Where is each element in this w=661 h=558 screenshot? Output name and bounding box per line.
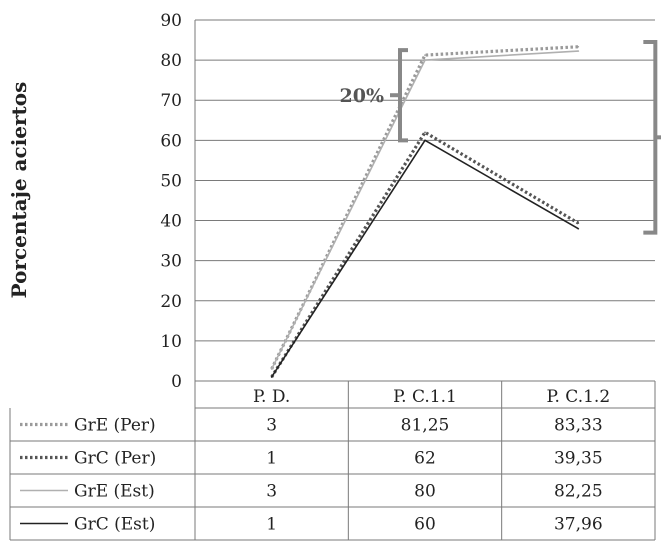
y-tick-20: 20 (160, 292, 182, 312)
data-point-2-2 (577, 50, 580, 52)
y-tick-10: 10 (160, 332, 182, 352)
data-label-1-1: 62 (414, 449, 436, 469)
data-label-1-0: 1 (266, 449, 277, 469)
y-tick-labels: 0 10 20 30 40 50 60 70 80 90 (160, 11, 182, 392)
data-label-2-1: 80 (414, 482, 436, 502)
y-axis-label: Porcentaje aciertos (7, 82, 31, 299)
x-tick-2: P. C.1.2 (547, 387, 611, 407)
data-label-3-0: 1 (266, 515, 277, 535)
legend-entry-3: GrC (Est) (74, 515, 155, 535)
series-line-2 (270, 50, 579, 370)
y-tick-30: 30 (160, 252, 182, 272)
data-point-1-2 (577, 222, 580, 224)
y-tick-50: 50 (160, 171, 182, 191)
y-tick-80: 80 (160, 51, 182, 71)
data-point-3-0 (270, 376, 273, 378)
annotation-bracket-1 (643, 40, 658, 235)
legend-entry-1: GrC (Per) (74, 449, 156, 469)
grid-lines (194, 19, 655, 382)
data-point-2-1 (424, 59, 426, 61)
data-label-0-2: 83,33 (554, 416, 603, 436)
annotations: 20%44% (340, 40, 661, 235)
annotation-label-0: 20% (340, 85, 385, 107)
data-table: P. D. P. C.1.1 P. C.1.2 GrE (Per) 3 81,25 83,3… (9, 380, 656, 541)
y-tick-90: 90 (160, 11, 182, 31)
y-tick-40: 40 (160, 212, 182, 232)
data-point-3-2 (577, 227, 580, 230)
data-label-3-1: 60 (414, 515, 436, 535)
series-lines (270, 45, 580, 378)
y-tick-0: 0 (171, 372, 182, 392)
data-point-3-1 (424, 139, 426, 142)
series-line-3 (270, 139, 579, 378)
legend-entry-0: GrE (Per) (74, 416, 156, 436)
data-point-1-1 (424, 131, 426, 134)
data-label-3-2: 37,96 (554, 515, 603, 535)
data-point-2-0 (270, 368, 273, 370)
series-line-1 (270, 130, 580, 378)
data-label-0-0: 3 (266, 416, 277, 436)
data-point-0-1 (424, 54, 426, 56)
x-tick-1: P. C.1.1 (393, 387, 457, 407)
series-line-0 (270, 45, 579, 370)
data-point-0-2 (577, 45, 580, 48)
data-label-2-2: 82,25 (554, 482, 603, 502)
legend-entry-2: GrE (Est) (74, 482, 155, 502)
y-tick-70: 70 (160, 91, 182, 111)
data-label-1-2: 39,35 (554, 449, 603, 469)
x-tick-0: P. D. (253, 387, 290, 407)
data-label-0-1: 81,25 (401, 416, 450, 436)
data-label-2-0: 3 (266, 482, 277, 502)
y-tick-60: 60 (160, 131, 182, 151)
